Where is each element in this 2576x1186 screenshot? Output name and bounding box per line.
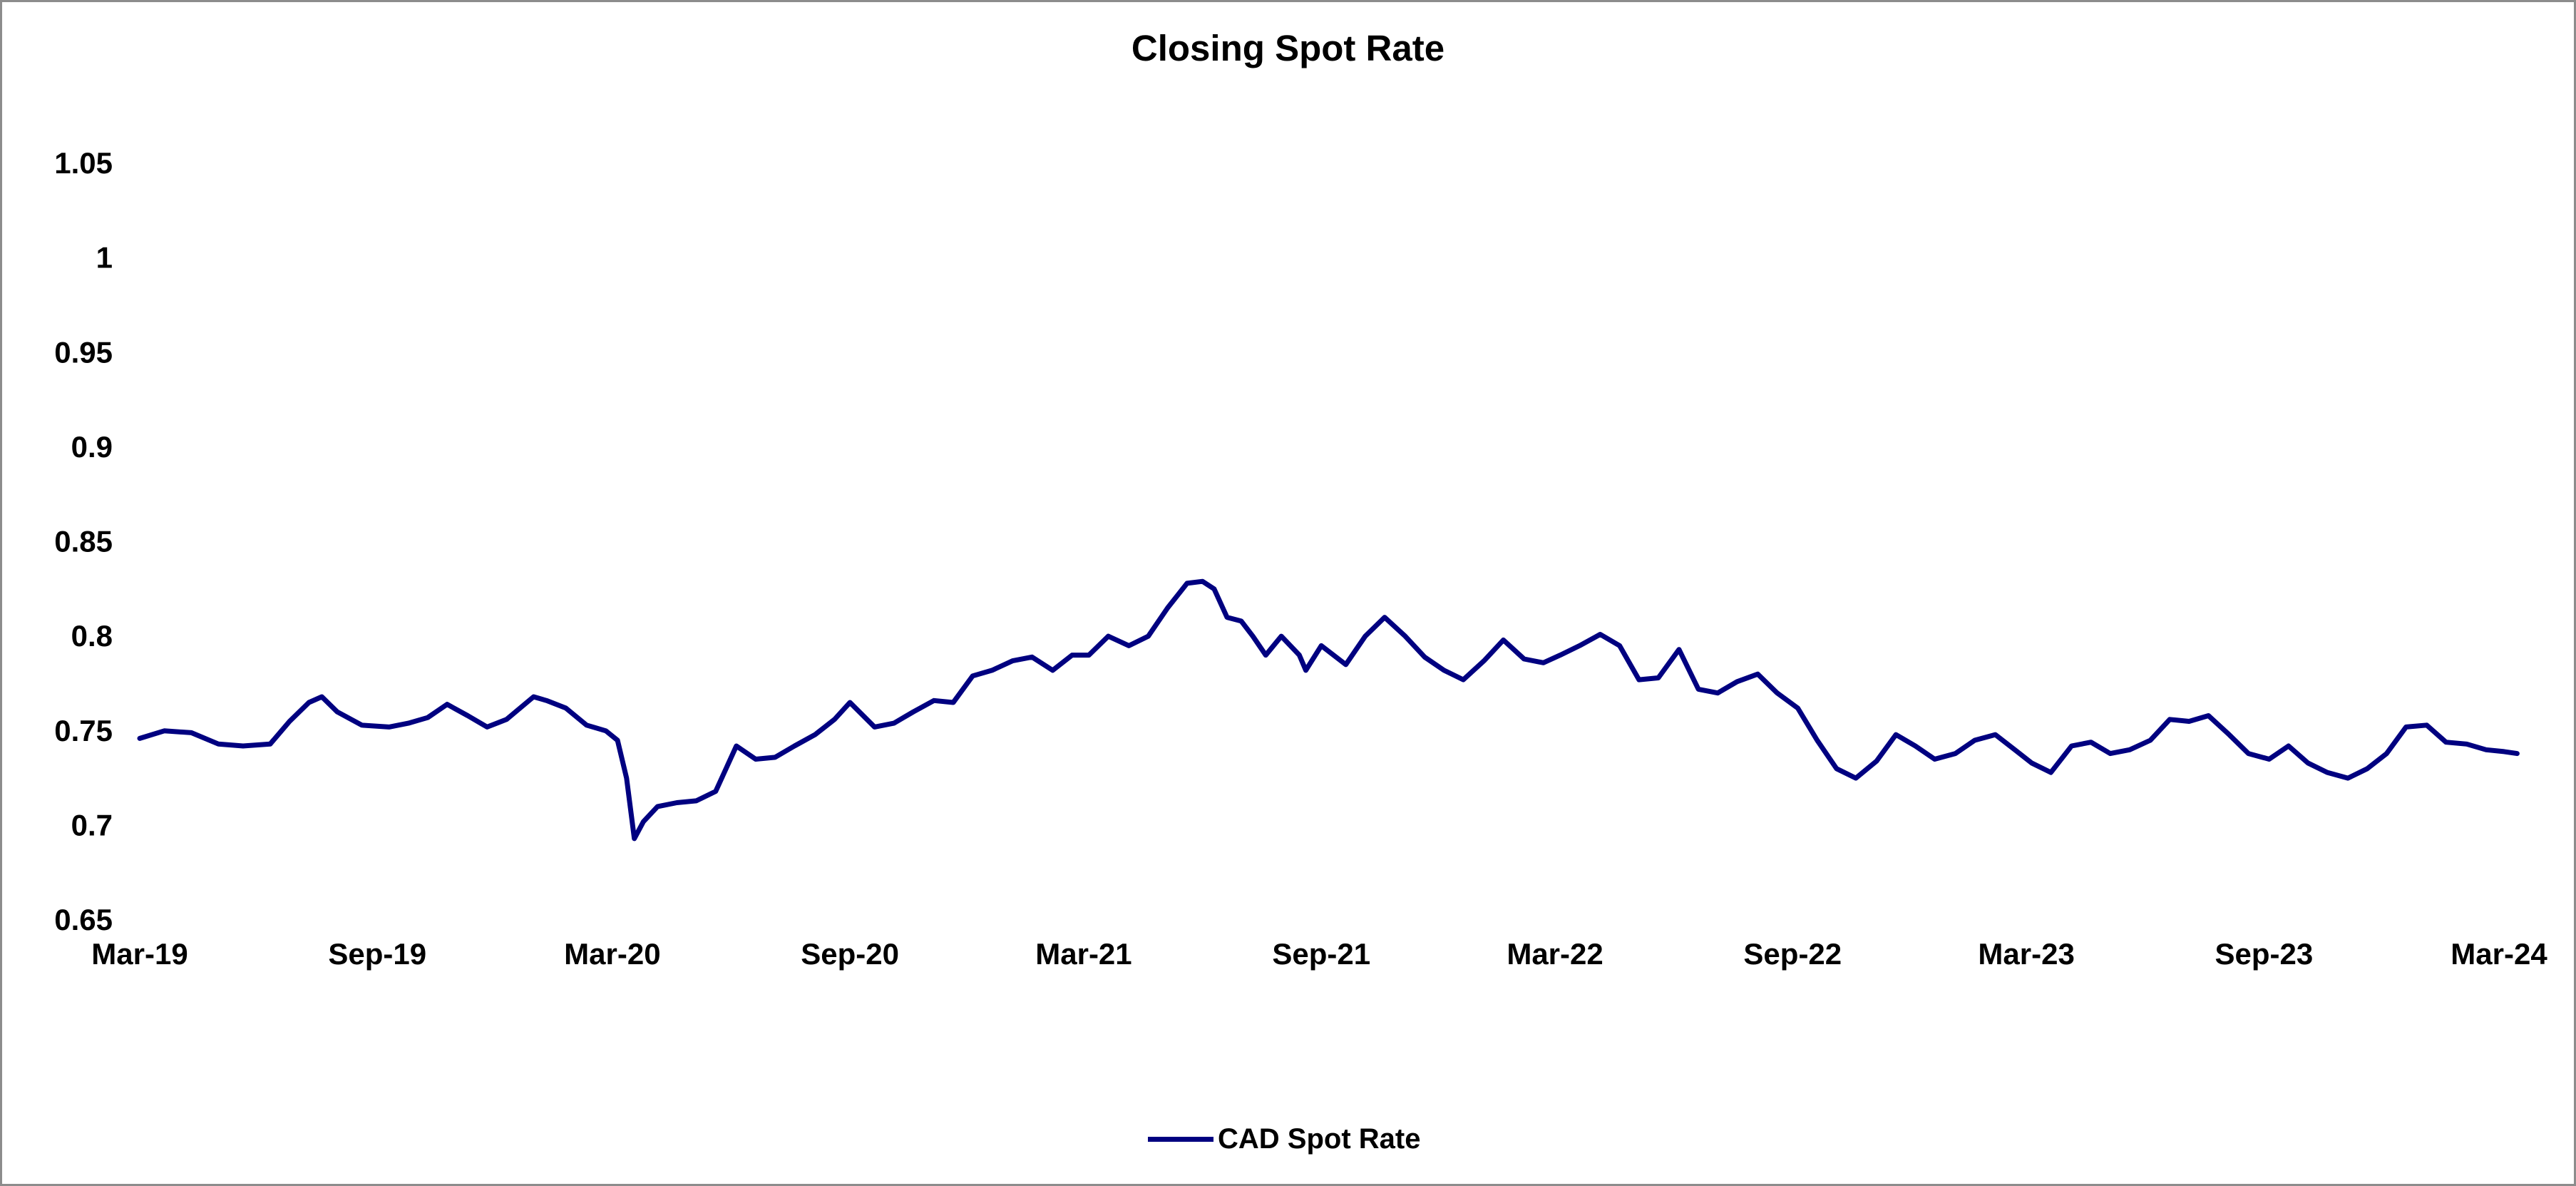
x-tick-label: Sep-20	[801, 937, 899, 971]
chart-title: Closing Spot Rate	[1131, 28, 1445, 68]
legend-label: CAD Spot Rate	[1218, 1123, 1421, 1155]
y-tick-label: 0.8	[71, 619, 113, 653]
y-axis-ticks: 0.65 0.7 0.75 0.8 0.85 0.9 0.95 1 1.05	[54, 146, 113, 936]
x-tick-label: Mar-22	[1507, 937, 1603, 971]
y-tick-label: 0.9	[71, 430, 113, 464]
x-tick-label: Mar-21	[1035, 937, 1132, 971]
series-layer	[137, 578, 2520, 842]
x-axis-ticks: Mar-19 Sep-19 Mar-20 Sep-20 Mar-21 Sep-21 Mar-…	[91, 937, 2547, 971]
legend: CAD Spot Rate	[1148, 1120, 1420, 1159]
x-tick-label: Sep-21	[1272, 937, 1370, 971]
y-tick-label: 0.95	[54, 335, 113, 369]
x-tick-label: Mar-23	[1978, 937, 2074, 971]
x-tick-label: Mar-24	[2451, 937, 2547, 971]
x-tick-label: Sep-19	[328, 937, 426, 971]
x-tick-label: Sep-22	[1743, 937, 1842, 971]
x-tick-label: Mar-19	[91, 937, 188, 971]
y-tick-label: 1.05	[54, 146, 113, 180]
y-tick-label: 0.85	[54, 525, 113, 558]
y-tick-label: 0.7	[71, 808, 113, 842]
y-tick-label: 0.75	[54, 714, 113, 747]
series-line-cad-spot-rate	[137, 578, 2520, 842]
x-tick-label: Mar-20	[564, 937, 660, 971]
legend-swatch	[1148, 1137, 1213, 1142]
x-tick-label: Sep-23	[2215, 937, 2314, 971]
y-tick-label: 0.65	[54, 903, 113, 936]
y-tick-label: 1	[96, 241, 113, 275]
